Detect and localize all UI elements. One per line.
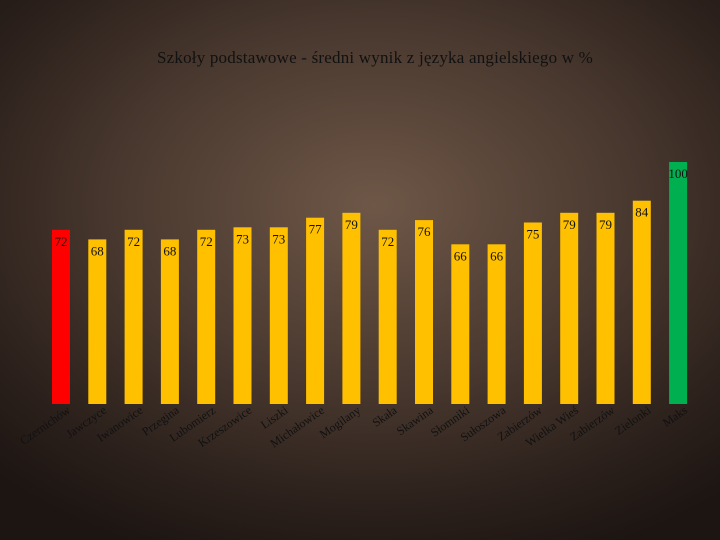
data-label-1: 68 [91, 243, 104, 258]
bar-11 [451, 244, 470, 404]
data-label-3: 68 [163, 243, 176, 258]
data-label-7: 77 [309, 222, 323, 237]
data-label-16: 84 [635, 205, 649, 220]
data-label-14: 79 [563, 217, 576, 232]
data-label-5: 73 [236, 231, 249, 246]
bar-15 [596, 212, 615, 404]
data-label-13: 75 [526, 227, 539, 242]
data-label-4: 72 [200, 234, 213, 249]
data-label-10: 76 [418, 224, 432, 239]
bar-4 [197, 229, 216, 404]
data-label-11: 66 [454, 248, 468, 263]
data-label-9: 72 [381, 234, 394, 249]
data-label-6: 73 [272, 231, 285, 246]
bar-2 [124, 229, 143, 404]
bar-17 [669, 162, 688, 404]
data-label-12: 66 [490, 248, 504, 263]
data-label-0: 72 [55, 234, 68, 249]
data-label-17: 100 [668, 166, 688, 181]
data-label-2: 72 [127, 234, 140, 249]
bar-6 [269, 227, 288, 404]
bar-10 [415, 220, 433, 404]
bar-0 [52, 229, 70, 404]
bar-13 [523, 222, 542, 404]
data-label-15: 79 [599, 217, 612, 232]
chart-title: Szkoły podstawowe - średni wynik z język… [156, 48, 594, 67]
bar-3 [160, 239, 179, 404]
bar-9 [378, 229, 397, 404]
bar-5 [233, 227, 252, 404]
bar-1 [88, 239, 107, 404]
data-label-8: 79 [345, 217, 358, 232]
bar-7 [306, 217, 325, 404]
bar-12 [487, 244, 506, 404]
bar-8 [342, 212, 361, 404]
bar-16 [632, 200, 651, 404]
bar-14 [560, 212, 579, 404]
